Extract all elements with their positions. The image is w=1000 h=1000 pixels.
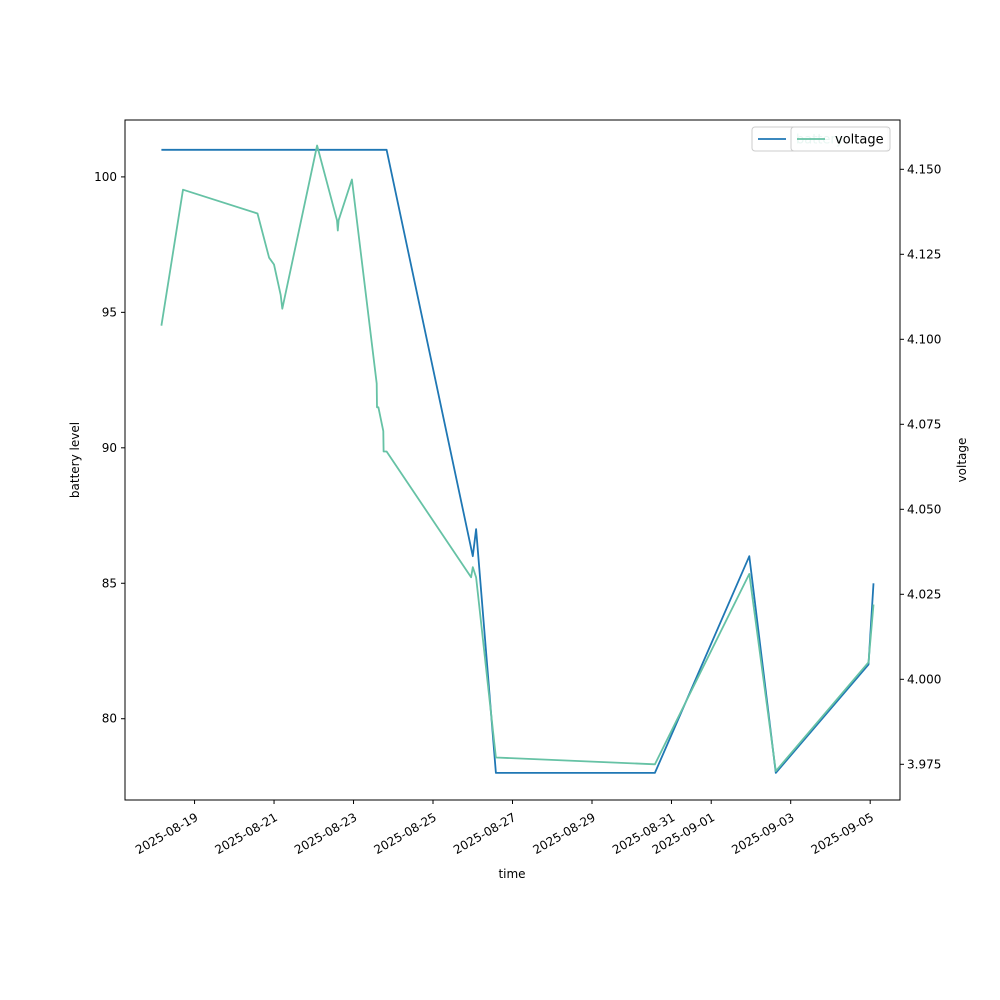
left-y-tick-label: 100 xyxy=(94,170,117,184)
right-y-tick-label: 4.125 xyxy=(907,247,941,261)
legend-label: voltage xyxy=(835,133,884,148)
right-y-tick-label: 4.025 xyxy=(907,587,941,601)
series-layer xyxy=(160,144,875,774)
series-line-battery xyxy=(161,148,875,774)
left-y-axis-label: battery level xyxy=(68,422,82,498)
left-y-tick-label: 90 xyxy=(102,441,117,455)
plot-area xyxy=(125,120,900,800)
right-y-axis-label: voltage xyxy=(955,438,969,483)
left-y-tick-label: 85 xyxy=(102,576,117,590)
left-y-tick-label: 95 xyxy=(102,305,117,319)
right-y-tick-label: 4.100 xyxy=(907,332,941,346)
right-y-tick-label: 4.000 xyxy=(907,672,941,686)
left-y-tick-label: 80 xyxy=(102,712,117,726)
right-y-axis-ticks: 3.975 4.000 4.025 4.050 4.075 4.100 4.125 4.150 xyxy=(900,162,941,771)
x-axis-label: time xyxy=(498,867,525,881)
legend-layer: batteryvoltage xyxy=(751,126,891,152)
right-y-tick-label: 4.150 xyxy=(907,162,941,176)
right-y-tick-label: 4.050 xyxy=(907,502,941,516)
left-y-axis-ticks: 80 85 90 95 100 xyxy=(94,170,125,726)
right-y-tick-label: 4.075 xyxy=(907,417,941,431)
legend-frame xyxy=(790,126,891,152)
series-line-voltage xyxy=(160,144,875,772)
legend-box-2: voltage xyxy=(790,126,891,152)
right-y-tick-label: 3.975 xyxy=(907,757,941,771)
